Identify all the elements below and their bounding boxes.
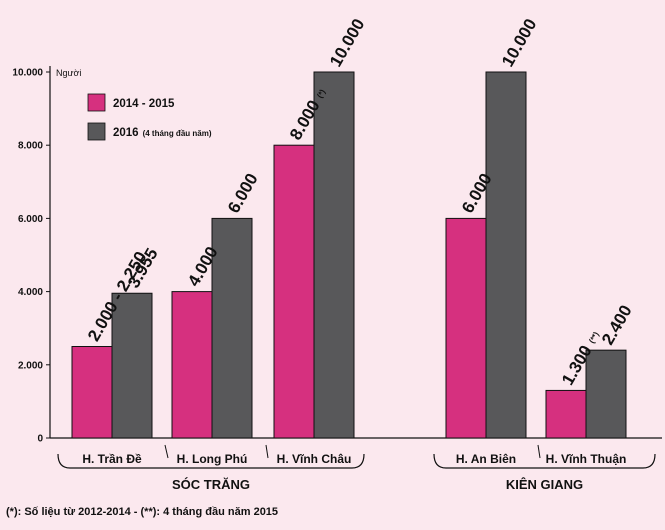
bar bbox=[273, 144, 315, 439]
bar bbox=[485, 71, 527, 439]
category-label: H. Vĩnh Châu bbox=[277, 452, 352, 466]
category-label: H. An Biên bbox=[456, 452, 516, 466]
footnote: (*): Số liệu từ 2012-2014 - (**): 4 thán… bbox=[6, 506, 278, 518]
category-separator bbox=[265, 444, 269, 459]
bar bbox=[211, 217, 253, 439]
data-label: 10.000 bbox=[498, 15, 540, 70]
group-label: KIÊN GIANG bbox=[506, 477, 583, 492]
bar bbox=[313, 71, 355, 439]
y-tick-label: 6.000 bbox=[18, 214, 43, 225]
bar bbox=[445, 217, 487, 439]
group-label: SÓC TRĂNG bbox=[172, 477, 250, 492]
bar bbox=[585, 349, 627, 439]
legend: 2014 - 2015 2016 (4 tháng đầu năm) bbox=[87, 93, 212, 141]
group-bracket bbox=[57, 453, 365, 469]
legend-swatch bbox=[87, 122, 106, 141]
category-separator bbox=[537, 444, 541, 459]
data-label: 2.400 bbox=[598, 302, 636, 348]
category-label: H. Vĩnh Thuận bbox=[546, 452, 627, 466]
y-tick-label: 8.000 bbox=[18, 141, 43, 152]
y-tick-label: 0 bbox=[37, 434, 43, 445]
category-label: H. Trần Đề bbox=[82, 452, 142, 466]
legend-swatch bbox=[87, 93, 106, 112]
bars-layer bbox=[71, 71, 627, 439]
bar bbox=[171, 291, 213, 439]
legend-label: 2014 - 2015 bbox=[113, 98, 175, 110]
bar bbox=[71, 346, 113, 439]
bar bbox=[545, 389, 587, 439]
y-tick-label: 2.000 bbox=[18, 360, 43, 371]
bar bbox=[111, 292, 153, 439]
legend-label-note: (4 tháng đầu năm) bbox=[143, 129, 212, 138]
y-tick-label: 4.000 bbox=[18, 287, 43, 298]
group-bracket bbox=[433, 453, 656, 469]
category-labels: H. Trần Đề H. Long Phú H. Vĩnh Châu SÓC TRĂ… bbox=[57, 444, 656, 492]
data-label: 10.000 bbox=[326, 15, 368, 70]
category-separator bbox=[164, 444, 169, 459]
y-tick-label: 10.000 bbox=[12, 68, 43, 79]
legend-label: 2016 bbox=[113, 127, 139, 139]
category-label: H. Long Phú bbox=[177, 452, 248, 466]
data-label: 6.000 bbox=[224, 170, 262, 216]
y-unit-label: Người bbox=[56, 68, 81, 78]
